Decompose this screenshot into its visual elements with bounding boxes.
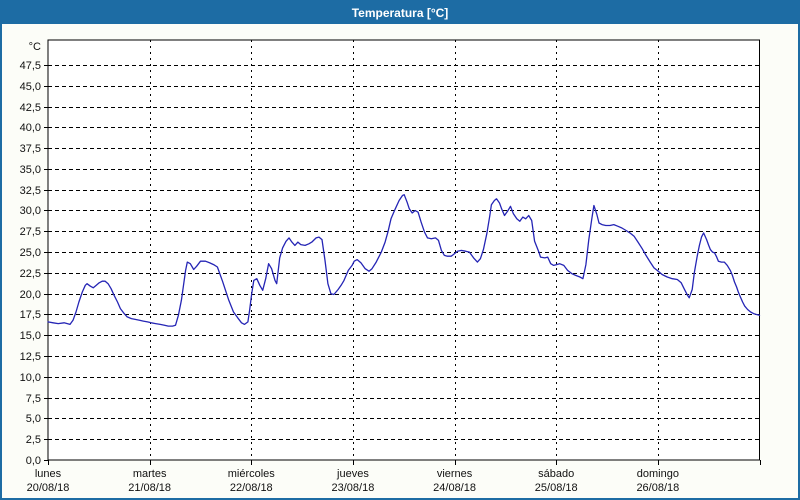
y-tick-label: 40,0: [20, 122, 41, 134]
y-tick-label: 17,5: [20, 309, 41, 321]
title-bar: Temperatura [°C]: [2, 2, 798, 24]
x-day-name-label: lunes: [35, 468, 62, 480]
plot-area: [48, 40, 760, 460]
y-tick-label: 7,5: [26, 393, 41, 405]
temperature-chart: 0,0 2,5 5,0 7,5 10,0 12,5 15,0 17,5 20,0 22,5 25,0…: [20, 39, 761, 494]
y-tick-label: 5,0: [26, 413, 41, 425]
x-day-date-label: 25/08/18: [535, 482, 578, 494]
x-day-name-label: viernes: [437, 468, 473, 480]
y-tick-label: 30,0: [20, 205, 41, 217]
x-day-date-label: 26/08/18: [636, 482, 679, 494]
y-tick-label: 25,0: [20, 247, 41, 259]
y-tick-label: 42,5: [20, 102, 41, 114]
plot-border: [47, 39, 760, 461]
temperature-line: [47, 194, 761, 327]
x-day-date-label: 24/08/18: [433, 482, 476, 494]
y-tick-label: 27,5: [20, 226, 41, 238]
y-tick-label: 20,0: [20, 289, 41, 301]
y-tick-label: 15,0: [20, 330, 41, 342]
y-tick-label: 12,5: [20, 351, 41, 363]
x-day-name-label: sábado: [538, 468, 574, 480]
y-tick-label: 35,0: [20, 164, 41, 176]
y-tick-label: 37,5: [20, 143, 41, 155]
x-day-name-label: miércoles: [228, 468, 276, 480]
x-day-date-label: 23/08/18: [332, 482, 375, 494]
x-day-date-label: 21/08/18: [128, 482, 171, 494]
x-day-name-label: domingo: [637, 468, 679, 480]
y-axis-unit-label: °C: [29, 41, 41, 53]
y-tick-label: 47,5: [20, 60, 41, 72]
y-tick-label: 22,5: [20, 268, 41, 280]
y-tick-label: 10,0: [20, 372, 41, 384]
window-title: Temperatura [°C]: [351, 6, 449, 20]
y-tick-label: 32,5: [20, 185, 41, 197]
x-day-date-label: 22/08/18: [230, 482, 273, 494]
x-day-name-label: jueves: [336, 468, 369, 480]
x-day-date-label: 20/08/18: [27, 482, 70, 494]
y-tick-label: 0,0: [26, 455, 41, 467]
y-tick-label: 2,5: [26, 434, 41, 446]
y-tick-label: 45,0: [20, 81, 41, 93]
x-day-name-label: martes: [133, 468, 167, 480]
